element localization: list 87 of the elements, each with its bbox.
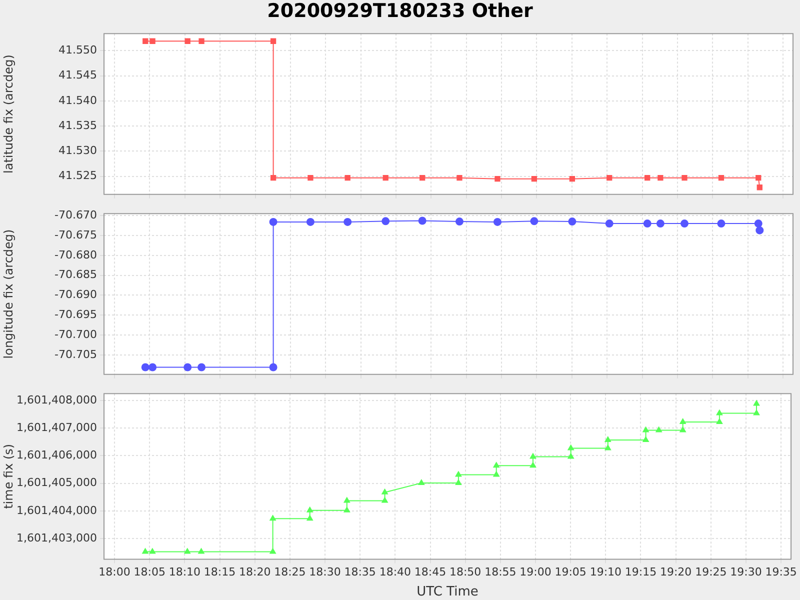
x-tick-label: 18:35 <box>344 566 376 579</box>
x-tick-label: 18:30 <box>309 566 341 579</box>
y-tick-label: 41.550 <box>58 44 97 57</box>
point <box>530 217 538 226</box>
point <box>270 38 276 44</box>
point <box>150 38 156 44</box>
x-tick-label: 19:25 <box>695 566 727 579</box>
x-tick-label: 18:10 <box>168 566 201 579</box>
point <box>718 174 724 181</box>
point <box>141 363 150 372</box>
y-tick-label: 41.545 <box>58 68 97 82</box>
y-axis-title: latitude fix (arcdeg) <box>1 54 16 174</box>
point <box>382 217 390 226</box>
point <box>569 176 576 182</box>
point <box>344 218 352 226</box>
y-tick-label: 1,601,403,000 <box>16 531 97 544</box>
point <box>142 38 148 44</box>
x-tick-label: 19:30 <box>730 566 762 579</box>
point <box>682 174 688 181</box>
y-tick-label: 41.530 <box>58 144 97 158</box>
x-tick-label: 18:20 <box>238 566 271 579</box>
point <box>754 220 762 228</box>
point <box>269 218 278 226</box>
x-tick-label: 18:40 <box>379 566 412 579</box>
point <box>148 363 157 372</box>
point <box>605 220 614 228</box>
y-tick-label: 41.535 <box>58 118 97 132</box>
point <box>656 220 664 228</box>
point <box>198 363 206 372</box>
y-axis-title: time fix (s) <box>1 444 16 509</box>
y-tick-label: -70.705 <box>54 348 97 361</box>
point <box>680 220 688 228</box>
x-tick-label: 19:20 <box>660 566 692 579</box>
x-tick-label: 18:50 <box>449 566 482 579</box>
point <box>658 174 664 181</box>
y-tick-label: -70.695 <box>54 308 97 321</box>
x-tick-label: 19:15 <box>624 566 657 579</box>
x-tick-label: 18:55 <box>484 566 516 579</box>
point <box>419 174 426 181</box>
y-tick-label: -70.700 <box>54 328 97 341</box>
x-tick-label: 19:10 <box>590 566 622 579</box>
y-tick-label: -70.690 <box>54 288 97 302</box>
y-tick-label: 1,601,404,000 <box>16 504 97 517</box>
point <box>184 38 190 44</box>
chart-title: 20200929T180233 Other <box>266 0 534 24</box>
point <box>643 220 652 228</box>
x-tick-label: 18:25 <box>274 566 306 579</box>
x-tick-label: 18:45 <box>414 566 446 579</box>
y-tick-label: 1,601,408,000 <box>16 393 97 406</box>
point <box>531 176 538 182</box>
point <box>494 176 500 182</box>
point <box>606 174 612 181</box>
point <box>308 174 314 181</box>
y-tick-label: -70.685 <box>54 268 97 282</box>
point <box>756 226 764 234</box>
point <box>198 38 204 44</box>
point <box>756 184 762 190</box>
x-tick-label: 18:00 <box>98 566 130 579</box>
point <box>568 218 576 226</box>
point <box>455 218 464 226</box>
point <box>644 174 650 181</box>
y-tick-label: -70.680 <box>54 248 97 262</box>
x-tick-label: 19:35 <box>765 566 797 579</box>
y-tick-label: 1,601,406,000 <box>16 448 97 462</box>
point <box>270 174 276 181</box>
y-tick-label: 1,601,405,000 <box>16 476 97 490</box>
point <box>306 218 314 226</box>
point <box>382 174 388 181</box>
y-tick-label: 1,601,407,000 <box>16 420 97 434</box>
point <box>184 363 192 372</box>
y-tick-label: 41.525 <box>58 169 97 182</box>
point <box>717 220 726 228</box>
y-tick-label: 41.540 <box>58 94 97 107</box>
y-tick-label: -70.675 <box>54 228 97 242</box>
point <box>269 363 278 372</box>
point <box>756 174 762 181</box>
x-tick-label: 18:15 <box>204 566 236 579</box>
x-tick-label: 18:05 <box>134 566 166 579</box>
x-tick-label: 19:05 <box>554 566 586 579</box>
point <box>456 174 462 181</box>
y-axis-title: longitude fix (arcdeg) <box>1 229 16 359</box>
y-tick-label: -70.670 <box>54 208 97 222</box>
point <box>344 174 350 181</box>
point <box>418 216 426 225</box>
x-tick-label: 19:00 <box>520 566 552 579</box>
x-axis-title: UTC Time <box>416 584 478 600</box>
point <box>493 218 502 226</box>
